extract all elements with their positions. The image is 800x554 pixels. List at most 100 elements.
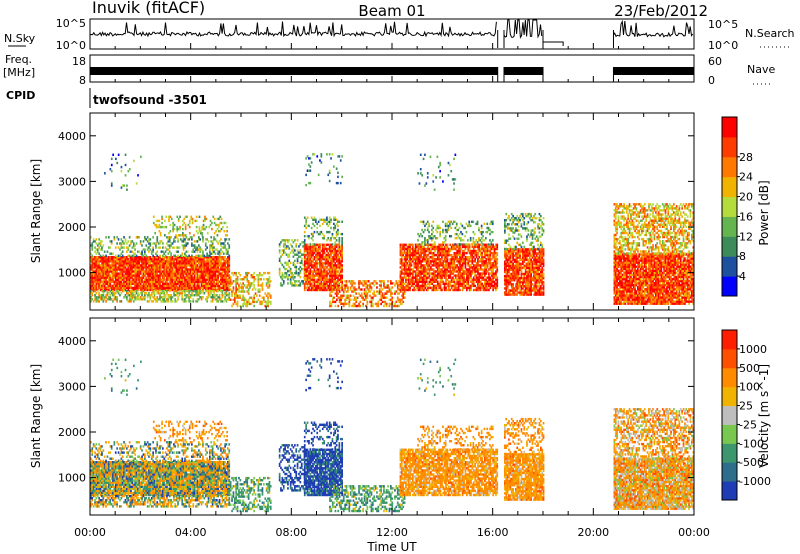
power-cell bbox=[410, 258, 413, 261]
power-cell bbox=[470, 260, 472, 263]
power-cell bbox=[131, 264, 134, 267]
power-cell bbox=[317, 245, 320, 249]
power-cell bbox=[113, 280, 116, 283]
power-cell bbox=[289, 243, 292, 246]
power-cell bbox=[475, 288, 478, 292]
power-cell bbox=[209, 282, 211, 285]
power-cell bbox=[216, 227, 219, 231]
power-cell bbox=[468, 264, 471, 267]
power-cell bbox=[294, 276, 296, 279]
power-cell bbox=[192, 264, 195, 267]
power-cell bbox=[299, 269, 302, 273]
power-cell bbox=[225, 276, 228, 279]
power-cell bbox=[191, 272, 193, 275]
power-cell bbox=[380, 280, 382, 283]
power-cell bbox=[159, 288, 161, 292]
power-cell bbox=[360, 294, 363, 297]
power-cell bbox=[467, 276, 470, 279]
power-cell bbox=[167, 276, 170, 279]
power-cell bbox=[211, 258, 214, 261]
power-cell bbox=[222, 276, 225, 279]
power-cell bbox=[99, 298, 102, 301]
power-cell bbox=[424, 266, 427, 269]
power-cell bbox=[180, 280, 182, 283]
power-cell bbox=[310, 282, 313, 285]
power-cell bbox=[150, 264, 153, 267]
power-cell bbox=[282, 274, 285, 277]
nsky-tick-low: 10^0 bbox=[56, 39, 86, 52]
power-cell bbox=[124, 296, 127, 299]
power-cell bbox=[405, 284, 407, 288]
power-cell bbox=[282, 251, 285, 254]
power-cell bbox=[308, 272, 310, 275]
power-cell bbox=[439, 262, 442, 265]
power-cell bbox=[442, 262, 445, 265]
power-cell bbox=[425, 243, 428, 246]
power-cell bbox=[313, 218, 316, 221]
power-cell bbox=[173, 286, 175, 290]
power-cell bbox=[407, 280, 410, 283]
power-cell bbox=[163, 282, 166, 285]
power-cell bbox=[333, 280, 335, 283]
power-cell bbox=[303, 235, 306, 238]
power-cell bbox=[156, 284, 159, 288]
power-cell bbox=[417, 278, 420, 281]
power-cell bbox=[439, 264, 442, 267]
power-cell bbox=[417, 268, 420, 271]
power-cell bbox=[162, 225, 165, 229]
power-cell bbox=[243, 302, 246, 306]
power-cell bbox=[299, 255, 302, 258]
power-cell bbox=[452, 266, 454, 269]
power-cell bbox=[173, 254, 175, 257]
power-cell bbox=[409, 247, 411, 251]
power-cell bbox=[150, 252, 153, 255]
power-cell bbox=[185, 286, 188, 290]
power-cell bbox=[432, 274, 435, 277]
power-cell bbox=[120, 258, 123, 261]
power-cell bbox=[167, 270, 170, 273]
power-cell bbox=[195, 262, 197, 265]
power-cell bbox=[370, 288, 373, 291]
power-cell bbox=[211, 282, 214, 285]
power-cell bbox=[331, 300, 334, 304]
power-cell bbox=[417, 288, 420, 292]
power-cell bbox=[423, 258, 425, 261]
power-cell bbox=[414, 249, 417, 253]
power-cell bbox=[204, 248, 207, 251]
power-cell bbox=[336, 298, 338, 301]
power-cell bbox=[326, 247, 328, 251]
power-cell bbox=[310, 264, 313, 267]
power-cell bbox=[405, 264, 407, 267]
power-cell bbox=[124, 280, 127, 283]
power-cell bbox=[365, 298, 367, 301]
power-cell bbox=[217, 260, 219, 263]
power-cell bbox=[472, 280, 475, 283]
power-cell bbox=[138, 264, 141, 267]
power-cell bbox=[338, 286, 341, 289]
power-cell bbox=[395, 304, 398, 308]
power-cell bbox=[436, 258, 439, 261]
power-cell bbox=[292, 247, 295, 250]
power-cell bbox=[427, 288, 429, 292]
power-cell bbox=[428, 280, 431, 283]
power-cell bbox=[228, 264, 231, 267]
power-cell bbox=[292, 261, 295, 265]
power-cell bbox=[292, 241, 295, 244]
power-cell bbox=[313, 266, 316, 269]
power-cell bbox=[231, 304, 233, 308]
power-cell bbox=[159, 296, 161, 299]
power-cell bbox=[442, 280, 445, 283]
power-cell bbox=[164, 280, 167, 283]
power-cell bbox=[163, 268, 166, 271]
power-cell bbox=[139, 260, 142, 263]
power-cell bbox=[153, 260, 156, 263]
power-cell bbox=[468, 251, 471, 255]
power-cell bbox=[472, 278, 475, 281]
power-cell bbox=[213, 262, 215, 265]
power-cell bbox=[185, 289, 188, 293]
power-cell bbox=[402, 262, 404, 265]
power-cell bbox=[334, 251, 337, 255]
power-cell bbox=[319, 251, 321, 255]
power-cell bbox=[402, 245, 404, 249]
power-cell bbox=[452, 276, 454, 279]
